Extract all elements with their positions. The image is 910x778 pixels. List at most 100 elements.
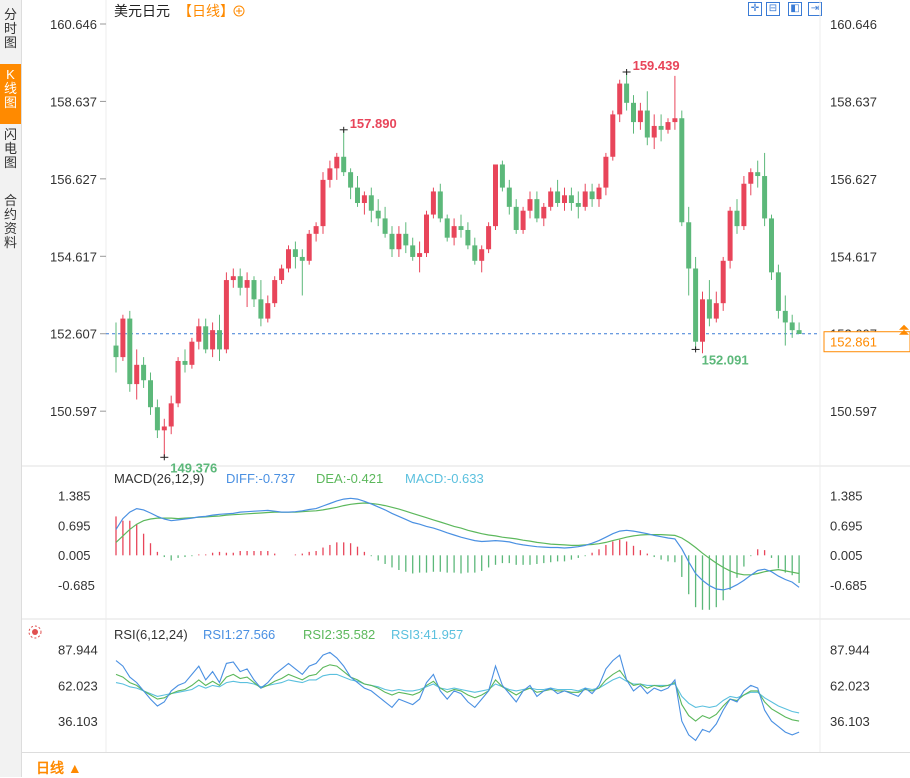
candle-body [175, 360, 181, 404]
candle-body [672, 118, 678, 123]
price-tick-right: 156.627 [830, 172, 877, 187]
candle-body [134, 364, 140, 385]
macd-value-legend: MACD:-0.633 [405, 471, 484, 486]
macd-diff-line [115, 497, 800, 591]
candle-body [244, 280, 250, 288]
crosshair-icon[interactable]: ✛ [748, 2, 762, 16]
candle-body [389, 233, 395, 250]
candle-body [520, 210, 526, 230]
candle-body [465, 229, 471, 246]
candle-body [603, 156, 609, 188]
tab-timeshare[interactable]: 分时图 [0, 8, 21, 50]
candle-body [299, 256, 305, 261]
candle-body [658, 125, 664, 130]
candle-body [168, 403, 174, 427]
candle-body [210, 330, 216, 350]
candle-body [355, 187, 360, 204]
circle-plus-icon[interactable] [233, 5, 245, 17]
extreme-label: 157.890 [350, 116, 397, 131]
candle-body [741, 183, 747, 227]
candle-body [644, 110, 650, 138]
rsi1-legend: RSI1:27.566 [203, 627, 275, 642]
candle-body [555, 191, 561, 204]
rsi3-legend: RSI3:41.957 [391, 627, 463, 642]
candle-body [258, 299, 264, 319]
macd-tick-left: 1.385 [58, 488, 91, 503]
candle-body [755, 172, 761, 177]
price-tick-left: 152.607 [50, 327, 97, 342]
candle-body [541, 206, 547, 219]
candle-body [368, 195, 374, 211]
rsi-tick-left: 62.023 [58, 678, 98, 693]
tab-kline[interactable]: K线图 [0, 64, 21, 124]
tab-contract-info-label: 合约资料 [3, 193, 17, 250]
candle-body [251, 280, 257, 300]
candle-body [430, 191, 436, 215]
candle-body [527, 199, 533, 211]
tab-flash-label: 闪电图 [3, 127, 17, 170]
candle-body [631, 102, 636, 123]
rsi-tick-right: 87.944 [830, 643, 870, 658]
candle-body [451, 226, 457, 238]
candle-body [472, 245, 478, 261]
play-back-icon[interactable]: ◧ [788, 2, 802, 16]
candle-body [693, 268, 699, 342]
extreme-label: 149.376 [170, 460, 217, 475]
candle-body [327, 168, 333, 180]
candle-body [396, 233, 402, 250]
bottom-bar: 日线 ▲ [22, 752, 910, 778]
candle-body [306, 233, 312, 261]
candle-body [120, 318, 126, 358]
rsi-tick-right: 36.103 [830, 714, 870, 729]
rsi1-line [115, 651, 800, 742]
candle-body [237, 276, 243, 288]
candle-body [141, 364, 147, 381]
candle-body [161, 426, 167, 431]
candle-body [769, 218, 774, 273]
candle-body [617, 83, 623, 115]
candle-body [713, 303, 719, 319]
tab-kline-label: K线图 [3, 67, 17, 110]
candle-body [148, 380, 153, 408]
candle-body [113, 345, 119, 358]
macd-tick-left: -0.685 [58, 578, 95, 593]
candle-body [361, 195, 367, 204]
play-forward-icon[interactable]: ⇥ [808, 2, 822, 16]
period-selector[interactable]: 日线 ▲ [36, 760, 82, 776]
candle-body [375, 210, 381, 219]
rsi2-line [115, 664, 800, 722]
candle-body [548, 191, 554, 207]
candle-body [486, 226, 492, 250]
candle-body [589, 191, 595, 200]
candle-body [182, 360, 188, 365]
candle-body [334, 156, 340, 169]
price-tick-left: 158.637 [50, 94, 97, 109]
candle-body [513, 206, 519, 230]
current-price-label: 152.861 [830, 335, 877, 350]
macd-tick-left: 0.005 [58, 548, 91, 563]
candle-body [499, 164, 505, 188]
current-price-box [823, 331, 910, 353]
candle-body [417, 253, 423, 257]
settings-sun-icon[interactable] [28, 625, 42, 639]
candle-body [727, 210, 733, 261]
price-tick-right: 150.597 [830, 404, 877, 419]
candle-body [493, 164, 498, 227]
candle-body [762, 176, 768, 219]
zoom-out-icon[interactable]: ⊟ [766, 2, 780, 16]
candle-body [624, 83, 630, 103]
rsi-title: RSI(6,12,24) [114, 627, 188, 642]
candle-body [534, 199, 540, 219]
candle-body [637, 110, 643, 123]
candle-body [437, 191, 443, 219]
candle-body [700, 299, 705, 342]
symbol-title: 美元日元 [114, 3, 170, 19]
candle-body [279, 268, 285, 281]
price-up-arrow-icon [899, 329, 909, 335]
tab-contract-info[interactable]: 合约资料 [0, 194, 21, 250]
candle-body [596, 187, 602, 200]
macd-tick-right: -0.685 [830, 578, 867, 593]
candle-body [403, 233, 409, 246]
tab-flash[interactable]: 闪电图 [0, 128, 21, 170]
